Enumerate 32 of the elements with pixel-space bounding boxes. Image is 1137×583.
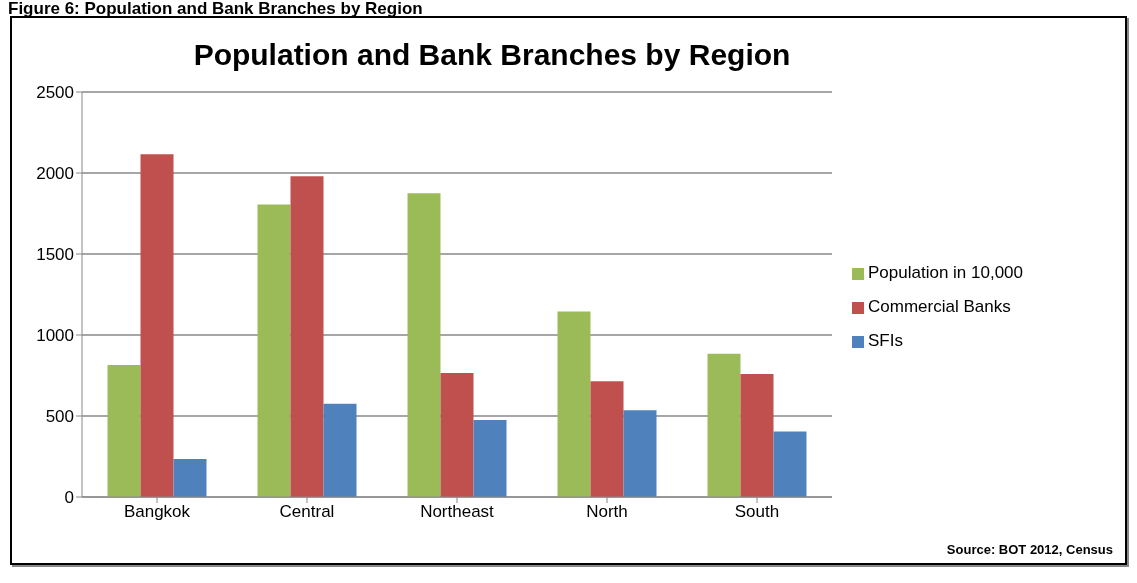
bar <box>107 364 141 497</box>
y-tick-label: 2500 <box>36 83 74 103</box>
bar <box>707 353 741 497</box>
caption: Figure 6: Population and Bank Branches by Region <box>8 0 424 18</box>
bar <box>773 431 807 497</box>
bar <box>590 381 624 497</box>
y-tick-label: 500 <box>45 407 74 427</box>
x-tick-label: South <box>734 502 780 522</box>
legend-label: Commercial Banks <box>868 297 1011 316</box>
legend-label: SFIs <box>868 331 903 350</box>
bar <box>323 403 357 497</box>
bar <box>290 176 324 497</box>
bar <box>623 410 657 497</box>
bar <box>140 154 174 497</box>
bar <box>473 420 507 497</box>
y-tick-label: 1500 <box>36 245 74 265</box>
chart-title: Population and Bank Branches by Region <box>192 38 792 72</box>
source-note: Source: BOT 2012, Census <box>946 542 1113 557</box>
bar <box>440 373 474 497</box>
y-tick-label: 2000 <box>36 164 74 184</box>
x-tick-label: North <box>586 502 628 522</box>
bar <box>740 373 774 497</box>
bar <box>407 193 441 497</box>
legend-label: Population in 10,000 <box>868 263 1024 282</box>
x-tick-label: Central <box>279 502 335 522</box>
x-tick-label: Northeast <box>420 502 495 522</box>
bar <box>257 204 291 497</box>
x-tick-label: Bangkok <box>123 502 191 522</box>
bar <box>173 458 207 497</box>
y-tick-label: 1000 <box>36 326 74 346</box>
y-tick-label: 0 <box>64 488 74 508</box>
bar <box>557 311 591 497</box>
